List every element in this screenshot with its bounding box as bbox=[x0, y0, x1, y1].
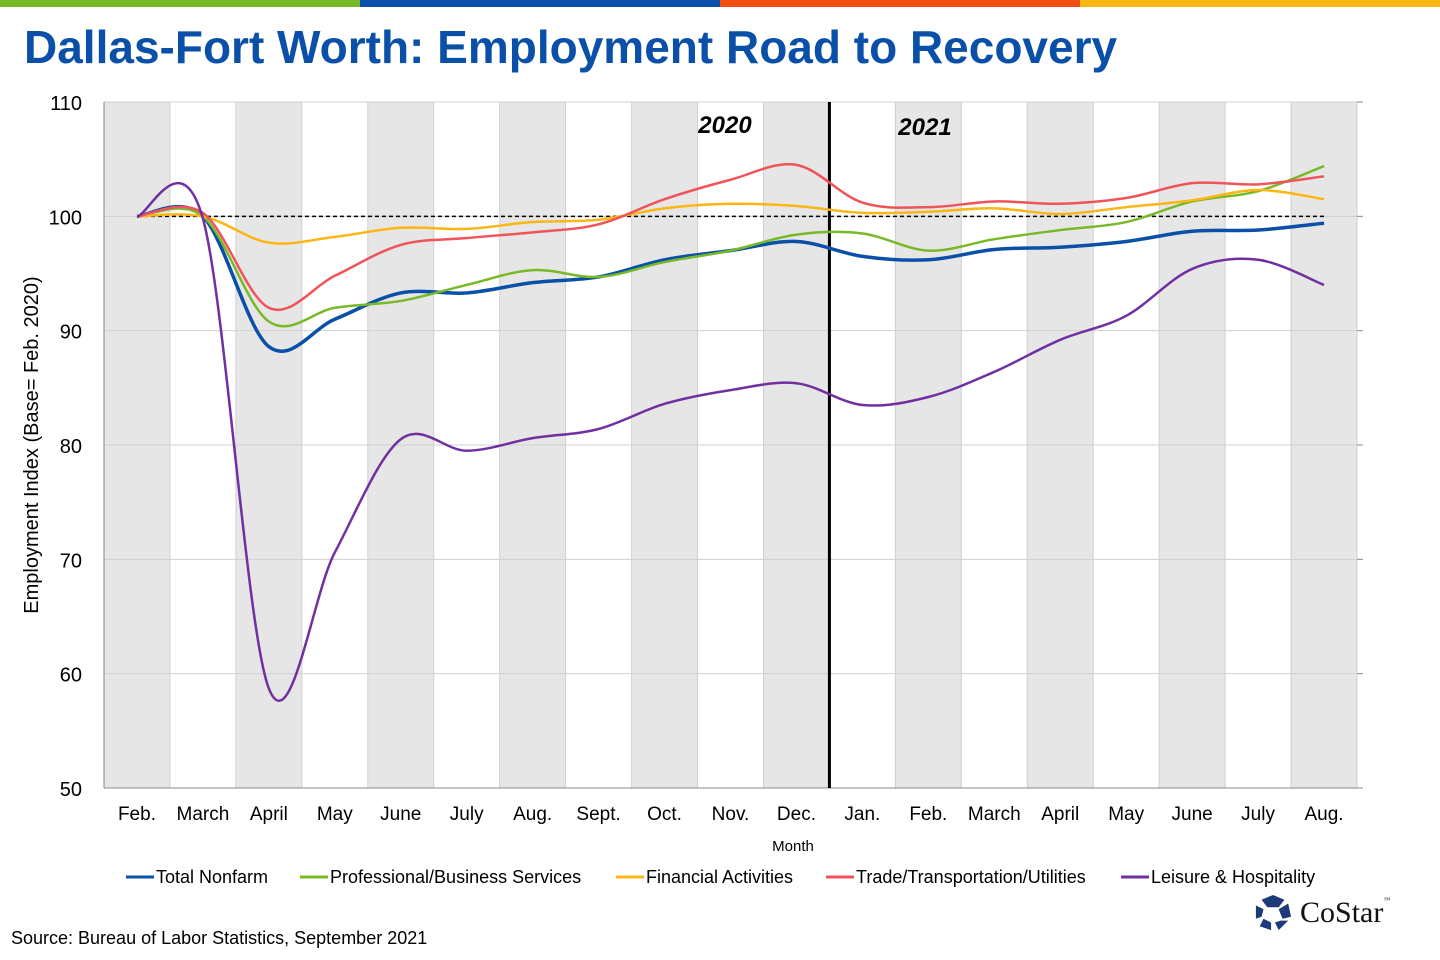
year-label-2021: 2021 bbox=[897, 114, 951, 141]
logo-wordmark: CoStar bbox=[1300, 896, 1384, 929]
x-tick-label: March bbox=[968, 804, 1021, 825]
legend-label: Leisure & Hospitality bbox=[1151, 867, 1315, 887]
color-bar-orange bbox=[720, 0, 1080, 7]
x-tick-label: Jan. bbox=[844, 804, 880, 825]
y-tick-label: 100 bbox=[49, 207, 82, 229]
y-tick-label: 90 bbox=[60, 322, 82, 344]
logo-text: CoStar™ bbox=[1300, 896, 1390, 930]
series-line bbox=[136, 181, 1325, 702]
y-tick-label: 70 bbox=[60, 550, 82, 572]
legend-label: Financial Activities bbox=[646, 867, 793, 887]
x-tick-label: June bbox=[1172, 804, 1213, 825]
x-tick-label: May bbox=[1108, 804, 1144, 825]
legend-label: Trade/Transportation/Utilities bbox=[856, 867, 1086, 887]
x-tick-label: July bbox=[450, 804, 484, 825]
y-tick-label: 110 bbox=[50, 93, 82, 115]
x-tick-label: Nov. bbox=[712, 804, 750, 825]
x-tick-label: Oct. bbox=[647, 804, 682, 825]
x-tick-label: June bbox=[380, 804, 421, 825]
source-note: Source: Bureau of Labor Statistics, Sept… bbox=[11, 928, 428, 948]
color-bar-green bbox=[0, 0, 360, 7]
color-bar-blue bbox=[360, 0, 720, 7]
series-line bbox=[136, 188, 1325, 245]
year-label-2020: 2020 bbox=[697, 112, 752, 139]
x-tick-label: Aug. bbox=[513, 804, 552, 825]
x-tick-label: Feb. bbox=[909, 804, 947, 825]
x-tick-label: April bbox=[250, 804, 288, 825]
series-line bbox=[136, 164, 1325, 328]
y-tick-label: 60 bbox=[60, 665, 82, 687]
series-line bbox=[136, 162, 1325, 311]
color-bar-yellow bbox=[1080, 0, 1440, 7]
x-tick-label: July bbox=[1241, 804, 1275, 825]
x-tick-label: Aug. bbox=[1304, 804, 1343, 825]
line-chart: 50 60 70 80 90 100 110 Feb. March April May June Jul… bbox=[21, 93, 1363, 887]
x-tick-label: Feb. bbox=[118, 804, 156, 825]
x-tick-label: Sept. bbox=[576, 804, 620, 825]
series-line bbox=[136, 205, 1325, 353]
x-axis-title: Month bbox=[772, 838, 814, 855]
x-tick-label: March bbox=[177, 804, 230, 825]
chart-title: Dallas-Fort Worth: Employment Road to Re… bbox=[24, 21, 1118, 73]
logo-tm: ™ bbox=[1383, 896, 1391, 904]
x-tick-label: April bbox=[1041, 804, 1079, 825]
legend-label: Total Nonfarm bbox=[156, 867, 268, 887]
y-tick-label: 80 bbox=[60, 436, 82, 458]
legend-label: Professional/Business Services bbox=[330, 867, 581, 887]
y-axis-title: Employment Index (Base= Feb. 2020) bbox=[21, 276, 43, 613]
y-tick-label: 50 bbox=[60, 779, 82, 801]
x-tick-label: Dec. bbox=[777, 804, 816, 825]
x-tick-label: May bbox=[317, 804, 353, 825]
costar-star-icon bbox=[1255, 894, 1292, 931]
costar-logo: CoStar™ bbox=[1254, 894, 1390, 932]
